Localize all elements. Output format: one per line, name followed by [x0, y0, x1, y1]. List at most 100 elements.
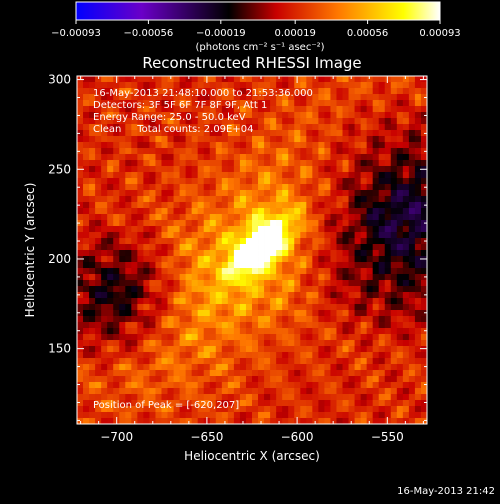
heatmap-cell — [83, 310, 90, 317]
heatmap-cell — [324, 244, 331, 251]
heatmap-cell — [179, 196, 187, 203]
heatmap-cell — [264, 292, 271, 299]
heatmap-cell — [167, 394, 174, 401]
heatmap-cell — [179, 130, 187, 137]
heatmap-cell — [342, 172, 349, 179]
heatmap-cell — [300, 418, 307, 424]
heatmap-cell — [83, 232, 90, 239]
heatmap-cell — [209, 376, 217, 383]
heatmap-cell — [149, 244, 156, 251]
x-axis-label: Heliocentric X (arcsec) — [184, 449, 320, 463]
heatmap-cell — [77, 400, 84, 407]
heatmap-cell — [408, 412, 416, 419]
heatmap-cell — [360, 214, 368, 221]
heatmap-cell — [149, 100, 156, 107]
heatmap-cell — [366, 394, 374, 401]
heatmap-cell — [324, 148, 331, 155]
heatmap-cell — [294, 106, 301, 113]
heatmap-cell — [336, 406, 343, 413]
heatmap-cell — [252, 100, 259, 107]
heatmap-cell — [354, 388, 362, 395]
heatmap-cell — [113, 202, 120, 209]
heatmap-cell — [83, 106, 90, 113]
heatmap-cell — [119, 334, 126, 341]
heatmap-cell — [137, 376, 144, 383]
heatmap-cell — [384, 244, 392, 251]
heatmap-cell — [288, 268, 295, 275]
heatmap-cell — [300, 250, 307, 257]
heatmap-cell — [155, 370, 162, 377]
heatmap-cell — [89, 184, 96, 191]
heatmap-cell — [396, 382, 404, 389]
heatmap-cell — [191, 286, 199, 293]
heatmap-cell — [137, 226, 144, 233]
heatmap-cell — [107, 268, 114, 275]
heatmap-cell — [396, 328, 404, 335]
heatmap-cell — [83, 376, 90, 383]
heatmap-cell — [360, 226, 368, 233]
heatmap-cell — [312, 106, 319, 113]
heatmap-cell — [378, 406, 386, 413]
heatmap-cell — [258, 226, 265, 233]
heatmap-cell — [107, 82, 114, 89]
heatmap-cell — [324, 298, 331, 305]
heatmap-cell — [221, 304, 229, 311]
heatmap-cell — [137, 274, 144, 281]
heatmap-cell — [107, 154, 114, 161]
heatmap-cell — [360, 124, 368, 131]
heatmap-cell — [252, 346, 259, 353]
heatmap-cell — [137, 124, 144, 131]
heatmap-cell — [107, 406, 114, 413]
heatmap-cell — [155, 292, 162, 299]
heatmap-cell — [252, 190, 259, 197]
heatmap-cell — [191, 226, 199, 233]
heatmap-cell — [107, 298, 114, 305]
heatmap-cell — [372, 406, 380, 413]
heatmap-cell — [414, 184, 422, 191]
heatmap-cell — [306, 346, 313, 353]
heatmap-cell — [252, 106, 259, 113]
heatmap-cell — [131, 154, 138, 161]
heatmap-cell — [203, 82, 211, 89]
heatmap-cell — [348, 406, 355, 413]
heatmap-cell — [143, 214, 150, 221]
heatmap-cell — [276, 190, 283, 197]
heatmap-cell — [390, 160, 398, 167]
heatmap-cell — [384, 346, 392, 353]
heatmap-cell — [324, 190, 331, 197]
heatmap-cell — [239, 202, 247, 209]
heatmap-cell — [89, 112, 96, 119]
heatmap-cell — [209, 334, 217, 341]
heatmap-cell — [191, 406, 199, 413]
heatmap-cell — [245, 112, 253, 119]
heatmap-cell — [282, 124, 289, 131]
heatmap-cell — [312, 148, 319, 155]
heatmap-cell — [179, 154, 187, 161]
heatmap-cell — [155, 316, 162, 323]
heatmap-cell — [197, 160, 205, 167]
heatmap-cell — [125, 286, 132, 293]
heatmap-cell — [258, 400, 265, 407]
heatmap-cell — [221, 394, 229, 401]
heatmap-cell — [300, 274, 307, 281]
heatmap-cell — [179, 376, 187, 383]
heatmap-cell — [312, 382, 319, 389]
heatmap-cell — [276, 166, 283, 173]
heatmap-cell — [372, 238, 380, 245]
heatmap-cell — [89, 82, 96, 89]
heatmap-cell — [203, 328, 211, 335]
heatmap-cell — [414, 220, 422, 227]
heatmap-cell — [119, 244, 126, 251]
heatmap-cell — [336, 226, 343, 233]
heatmap-cell — [137, 286, 144, 293]
heatmap-cell — [342, 292, 349, 299]
heatmap-cell — [107, 190, 114, 197]
heatmap-cell — [402, 394, 410, 401]
heatmap-cell — [282, 400, 289, 407]
heatmap-cell — [372, 190, 380, 197]
heatmap-cell — [420, 286, 427, 293]
heatmap-cell — [372, 112, 380, 119]
heatmap-cell — [420, 88, 427, 95]
heatmap-cell — [282, 364, 289, 371]
heatmap-cell — [101, 112, 108, 119]
